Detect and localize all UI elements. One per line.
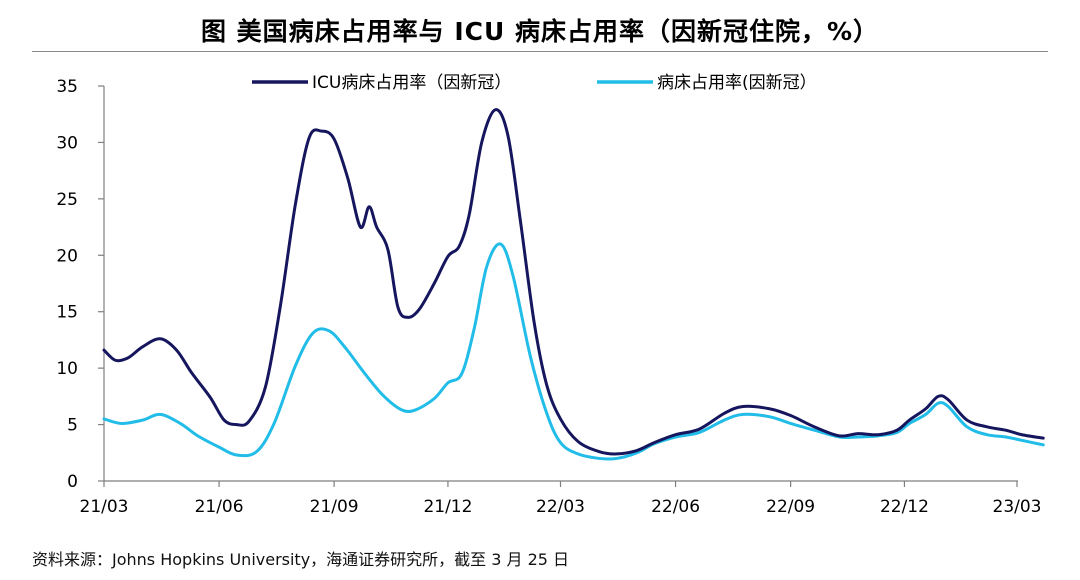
y-tick-label: 20 (56, 246, 78, 266)
x-tick-label: 23/03 (993, 497, 1042, 517)
x-tick-label: 21/12 (423, 497, 472, 517)
y-tick-label: 30 (56, 133, 78, 153)
chart-axes: 0 5 10 15 20 25 30 35 21/03 21/06 21/09 21/12 22/03 2… (56, 77, 1041, 517)
x-tick-label: 22/12 (880, 497, 929, 517)
bed-occupancy-line (102, 242, 1045, 461)
chart-legend: ICU病床占用率（因新冠） 病床占用率(因新冠） (252, 73, 817, 93)
x-tick-label: 21/09 (310, 497, 359, 517)
figure-title: 图 美国病床占用率与 ICU 病床占用率（因新冠住院，%） (200, 17, 880, 46)
legend-label-bed: 病床占用率(因新冠） (657, 73, 817, 93)
y-tick-label: 35 (56, 77, 78, 97)
y-tick-label: 15 (56, 303, 78, 323)
source-note: 资料来源：Johns Hopkins University，海通证券研究所，截至… (32, 550, 570, 569)
icu-occupancy-line (102, 108, 1045, 456)
y-tick-label: 0 (67, 472, 78, 492)
x-tick-label: 21/03 (80, 497, 129, 517)
y-tick-label: 5 (67, 416, 78, 436)
series-layer (102, 108, 1045, 461)
line-chart: 0 5 10 15 20 25 30 35 21/03 21/06 21/09 21/12 22/03 2… (56, 73, 1045, 517)
y-tick-label: 25 (56, 190, 78, 210)
x-tick-label: 22/09 (766, 497, 815, 517)
x-tick-label: 21/06 (195, 497, 244, 517)
title-divider (32, 51, 1048, 52)
y-tick-label: 10 (56, 359, 78, 379)
legend-label-icu: ICU病床占用率（因新冠） (312, 73, 511, 93)
x-tick-label: 22/06 (651, 497, 700, 517)
x-tick-label: 22/03 (536, 497, 585, 517)
